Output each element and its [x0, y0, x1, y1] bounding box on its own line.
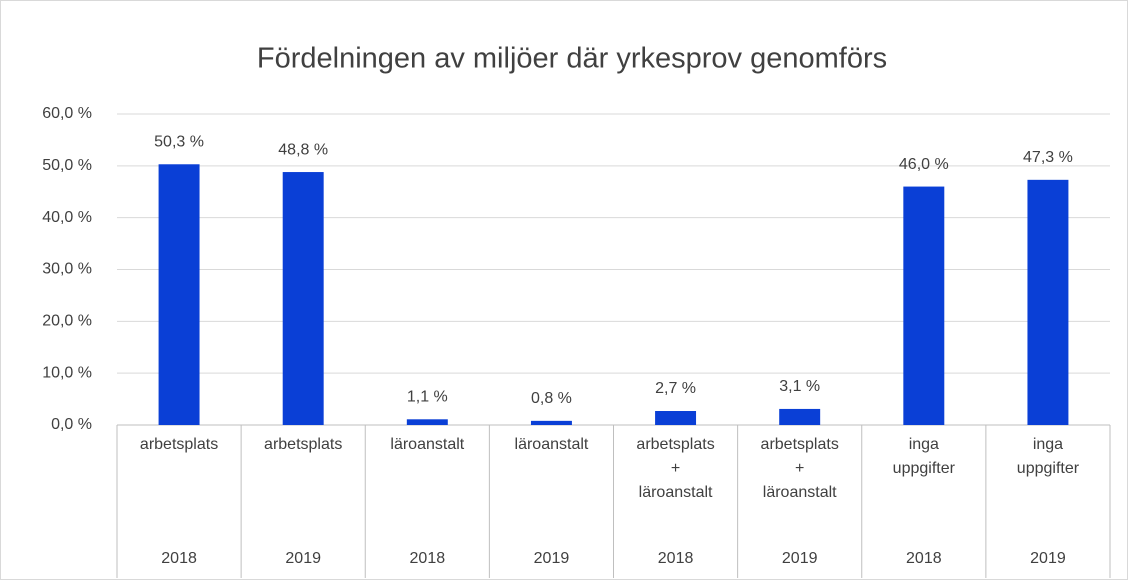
- bar: [282, 172, 324, 425]
- bar: [1027, 179, 1069, 425]
- y-tick-label: 40,0 %: [42, 209, 92, 226]
- y-tick-label: 50,0 %: [42, 157, 92, 174]
- category-label: arbetsplats + läroanstalt: [760, 436, 839, 501]
- chart-title: Fördelningen av miljöer där yrkesprov ge…: [257, 43, 887, 75]
- bar: [158, 164, 200, 426]
- data-label: 48,8 %: [278, 141, 328, 158]
- data-label: 50,3 %: [154, 133, 204, 150]
- category-label: arbetsplats + läroanstalt: [636, 436, 715, 501]
- data-label: 2,7 %: [655, 380, 696, 397]
- bar: [406, 419, 448, 425]
- data-label: 46,0 %: [899, 156, 949, 173]
- year-label: 2019: [285, 550, 321, 567]
- data-label: 47,3 %: [1023, 149, 1073, 166]
- category-label: inga uppgifter: [1016, 436, 1080, 477]
- year-label: 2018: [161, 550, 197, 567]
- category-label: läroanstalt: [390, 436, 465, 453]
- y-tick-label: 20,0 %: [42, 313, 92, 330]
- y-tick-label: 10,0 %: [42, 364, 92, 381]
- category-label: inga uppgifter: [892, 436, 955, 477]
- data-label: 0,8 %: [531, 390, 572, 407]
- category-label: arbetsplats: [139, 436, 219, 453]
- bar: [903, 186, 945, 425]
- category-label: läroanstalt: [514, 436, 589, 453]
- category-label: arbetsplats: [264, 436, 343, 453]
- year-label: 2019: [534, 550, 570, 567]
- bar: [655, 411, 697, 425]
- y-tick-label: 0,0 %: [51, 416, 92, 433]
- year-label: 2018: [410, 550, 446, 567]
- data-label: 1,1 %: [407, 389, 448, 406]
- data-label: 3,1 %: [779, 378, 820, 395]
- year-label: 2019: [1030, 550, 1066, 567]
- y-tick-label: 60,0 %: [42, 105, 92, 122]
- year-label: 2018: [906, 550, 942, 567]
- y-tick-label: 30,0 %: [42, 261, 92, 278]
- bar: [530, 420, 572, 425]
- year-label: 2018: [658, 550, 694, 567]
- bar: [779, 408, 821, 425]
- year-label: 2019: [782, 550, 818, 567]
